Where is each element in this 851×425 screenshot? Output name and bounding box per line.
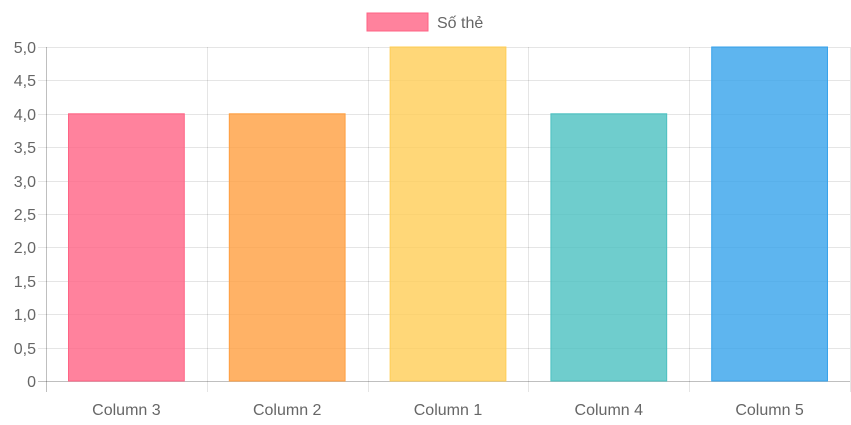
legend-swatch[interactable] xyxy=(366,12,429,32)
y-tick-label: 1,5 xyxy=(14,274,36,291)
bars xyxy=(68,46,828,382)
bar xyxy=(228,113,346,382)
y-tick-label: 2,5 xyxy=(14,207,36,224)
y-tick-label: 0,5 xyxy=(14,341,36,358)
legend[interactable]: Số thẻ xyxy=(366,12,483,32)
x-tick-label: Column 5 xyxy=(735,402,804,419)
x-tick-label: Column 2 xyxy=(253,402,322,419)
y-tick-label: 3,5 xyxy=(14,140,36,157)
y-tick-label: 4,0 xyxy=(14,107,36,124)
y-tick-label: 1,0 xyxy=(14,307,36,324)
axes: 0 0,5 1,0 1,5 2,0 2,5 3,0 3,5 4,0 4,5 5,0 Column 3 C… xyxy=(14,40,804,419)
x-tick-label: Column 1 xyxy=(414,402,483,419)
y-tick-label: 5,0 xyxy=(14,40,36,57)
y-tick-label: 4,5 xyxy=(14,73,36,90)
x-tick-label: Column 4 xyxy=(575,402,644,419)
y-tick-label: 2,0 xyxy=(14,240,36,257)
y-tick-label: 0 xyxy=(27,374,36,391)
bar xyxy=(711,46,828,382)
y-tick-label: 3,0 xyxy=(14,174,36,191)
bar xyxy=(550,113,668,382)
x-tick-label: Column 3 xyxy=(92,402,161,419)
bar xyxy=(68,113,185,382)
legend-label[interactable]: Số thẻ xyxy=(437,15,483,32)
bar xyxy=(389,46,507,382)
